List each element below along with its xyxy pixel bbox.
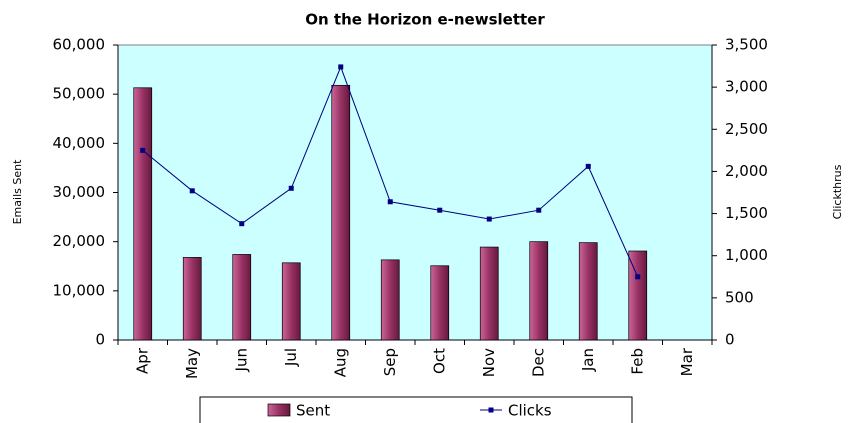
x-tick-label: Nov	[480, 348, 498, 377]
bar	[578, 242, 598, 341]
y2-tick-label: 2,500	[725, 120, 768, 138]
x-tick-label: Dec	[529, 348, 547, 377]
x-tick-label: May	[183, 348, 201, 379]
legend-label: Clicks	[508, 402, 552, 420]
y-tick-label: 0	[95, 331, 105, 349]
x-tick-label: Sep	[381, 348, 399, 376]
y-tick-label: 40,000	[53, 134, 106, 152]
marker	[585, 163, 591, 169]
marker	[239, 221, 245, 227]
marker	[437, 207, 443, 213]
bar	[529, 241, 549, 341]
y-tick-label: 20,000	[53, 232, 106, 250]
marker	[189, 188, 195, 194]
y2-axis-title: Clickthrus	[831, 164, 844, 219]
bar	[232, 254, 252, 341]
y-tick-label: 60,000	[53, 36, 106, 54]
bar	[380, 259, 400, 341]
marker	[140, 147, 146, 153]
marker	[486, 216, 492, 222]
marker	[338, 64, 344, 70]
marker	[387, 199, 393, 205]
bar	[182, 257, 202, 341]
marker	[288, 185, 294, 191]
x-tick-label: Jul	[282, 348, 300, 367]
x-tick-label: Apr	[133, 347, 151, 374]
y2-tick-label: 1,000	[725, 246, 768, 264]
x-tick-label: Feb	[628, 348, 646, 375]
y2-tick-label: 500	[725, 288, 754, 306]
x-tick-label: Aug	[331, 348, 349, 377]
y2-tick-label: 1,500	[725, 204, 768, 222]
y-axis-title: Emails Sent	[11, 159, 24, 224]
y2-tick-label: 3,500	[725, 36, 768, 54]
y-tick-label: 10,000	[53, 281, 106, 299]
x-tick-label: Mar	[678, 347, 696, 376]
x-tick-label: Oct	[430, 348, 448, 374]
bar	[430, 265, 450, 341]
y-tick-label: 50,000	[53, 85, 106, 103]
bar	[133, 87, 153, 341]
bar	[628, 250, 648, 341]
y-tick-label: 30,000	[53, 183, 106, 201]
bar	[281, 262, 301, 341]
chart-title: On the Horizon e-newsletter	[305, 11, 545, 29]
bar	[331, 84, 351, 341]
marker	[635, 274, 641, 280]
plot-area	[117, 44, 713, 341]
y2-tick-label: 3,000	[725, 78, 768, 96]
legend-label: Sent	[296, 402, 330, 420]
bar	[479, 246, 499, 341]
legend-swatch	[267, 403, 291, 417]
y2-tick-label: 2,000	[725, 162, 768, 180]
legend-marker	[488, 407, 494, 413]
x-tick-label: Jun	[232, 348, 250, 372]
legend-box	[199, 396, 633, 423]
marker	[536, 207, 542, 213]
y2-tick-label: 0	[725, 331, 735, 349]
x-tick-label: Jan	[579, 348, 597, 372]
